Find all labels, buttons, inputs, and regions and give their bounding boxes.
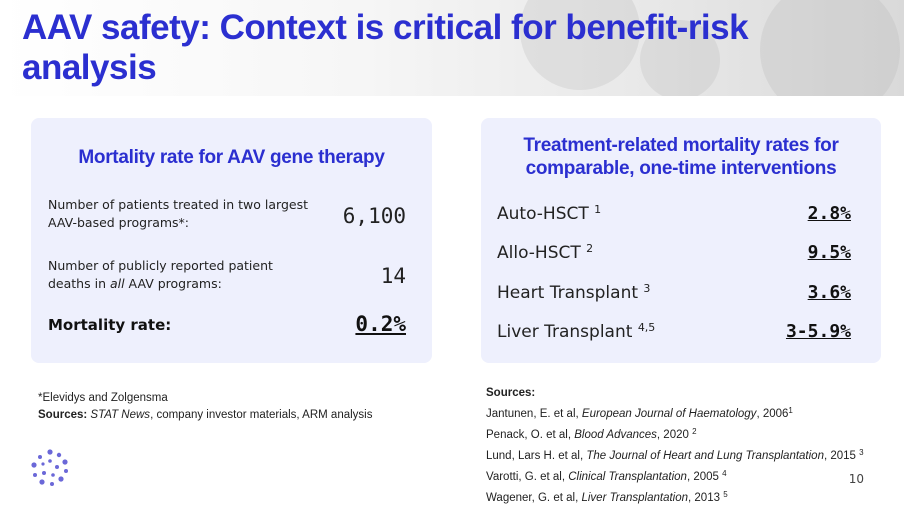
citation-journal: The Journal of Heart and Lung Transplant… (586, 450, 824, 462)
reference-marker: 3 (859, 448, 864, 457)
reference-marker: 1 (594, 203, 602, 216)
patients-treated-value: 6,100 (342, 204, 406, 228)
intervention-label: Heart Transplant 3 (497, 282, 650, 303)
intervention-rate: 9.5% (807, 242, 851, 263)
sources-label-text: Sources: (486, 387, 536, 399)
intervention-rate: 3-5.9% (785, 321, 851, 342)
intervention-label: Auto-HSCT 1 (497, 203, 601, 224)
reported-deaths-label-emphasis: all (109, 276, 125, 291)
comparable-interventions-panel: Treatment-related mortality rates for co… (481, 118, 881, 363)
left-sources: Sources: STAT News, company investor mat… (38, 407, 372, 424)
citation-authors: Varotti, G. et al, (486, 471, 569, 483)
right-sources: Sources: Jantunen, E. et al, European Jo… (486, 385, 864, 507)
citation-year: , 2005 (686, 471, 723, 483)
mortality-rate-label: Mortality rate: (48, 316, 172, 334)
source-citation: Wagener, G. et al, Liver Transplantation… (486, 486, 864, 507)
left-footnote: *Elevidys and Zolgensma Sources: STAT Ne… (38, 390, 372, 424)
citation-authors: Jantunen, E. et al, (486, 408, 582, 420)
reported-deaths-label-part: AAV programs: (124, 276, 222, 291)
reference-marker: 1 (788, 406, 793, 415)
citation-authors: Wagener, G. et al, (486, 492, 582, 504)
panel-title: Treatment-related mortality rates for co… (481, 134, 881, 180)
reference-marker: 3 (643, 282, 651, 295)
citation-journal: Clinical Transplantation (568, 471, 687, 483)
reference-marker: 4 (722, 469, 727, 478)
intervention-rate: 2.8% (807, 203, 851, 224)
header-banner (0, 0, 904, 96)
reference-marker: 2 (586, 242, 594, 255)
citation-journal: Liver Transplantation (581, 492, 689, 504)
reference-marker: 2 (692, 427, 697, 436)
source-citation: Varotti, G. et al, Clinical Transplantat… (486, 465, 864, 486)
intervention-name: Heart Transplant (497, 283, 639, 303)
panel-title: Mortality rate for AAV gene therapy (78, 147, 385, 168)
sources-label: Sources: (38, 409, 88, 421)
reported-deaths-label-part: Number of publicly reported patient deat… (48, 258, 273, 291)
citation-authors: Penack, O. et al, (486, 429, 575, 441)
reference-marker: 5 (723, 490, 728, 499)
source-citation: Jantunen, E. et al, European Journal of … (486, 402, 864, 423)
citation-journal: Blood Advances (574, 429, 657, 441)
intervention-name: Liver Transplant (497, 322, 633, 342)
source-text: , company investor materials, ARM analys… (150, 409, 373, 421)
intervention-name: Allo-HSCT (497, 243, 581, 263)
source-publication: STAT News (90, 409, 151, 421)
aav-mortality-panel: Mortality rate for AAV gene therapy Numb… (31, 118, 432, 363)
citation-year: , 2015 (823, 450, 860, 462)
dot-cluster-logo-icon (31, 449, 68, 486)
reference-marker: 4,5 (637, 321, 656, 334)
citation-year: , 2013 (688, 492, 724, 504)
citation-year: , 2006 (756, 408, 789, 420)
intervention-rate: 3.6% (807, 282, 851, 303)
panel-title-line: comparable, one-time interventions (525, 158, 837, 179)
source-citation: Penack, O. et al, Blood Advances, 2020 2 (486, 423, 864, 444)
patients-treated-label: Number of patients treated in two larges… (48, 197, 308, 230)
background-decoration (640, 20, 720, 96)
panel-title-line: Treatment-related mortality rates for (523, 135, 839, 156)
reported-deaths-label: Number of publicly reported patient deat… (48, 257, 308, 293)
intervention-label: Allo-HSCT 2 (497, 242, 593, 263)
citation-year: , 2020 (656, 429, 693, 441)
background-decoration (760, 0, 900, 96)
intervention-label: Liver Transplant 4,5 (497, 321, 655, 342)
reported-deaths-value: 14 (380, 264, 406, 288)
intervention-name: Auto-HSCT (497, 204, 589, 224)
citation-journal: European Journal of Haematology (581, 408, 757, 420)
citation-authors: Lund, Lars H. et al, (486, 450, 587, 462)
sources-label: Sources: (486, 385, 864, 402)
source-citation: Lund, Lars H. et al, The Journal of Hear… (486, 444, 864, 465)
page-title: AAV safety: Context is critical for bene… (22, 8, 749, 87)
asterisk-note: *Elevidys and Zolgensma (38, 392, 168, 404)
mortality-rate-value: 0.2% (355, 312, 406, 336)
page-number: 10 (848, 472, 864, 486)
